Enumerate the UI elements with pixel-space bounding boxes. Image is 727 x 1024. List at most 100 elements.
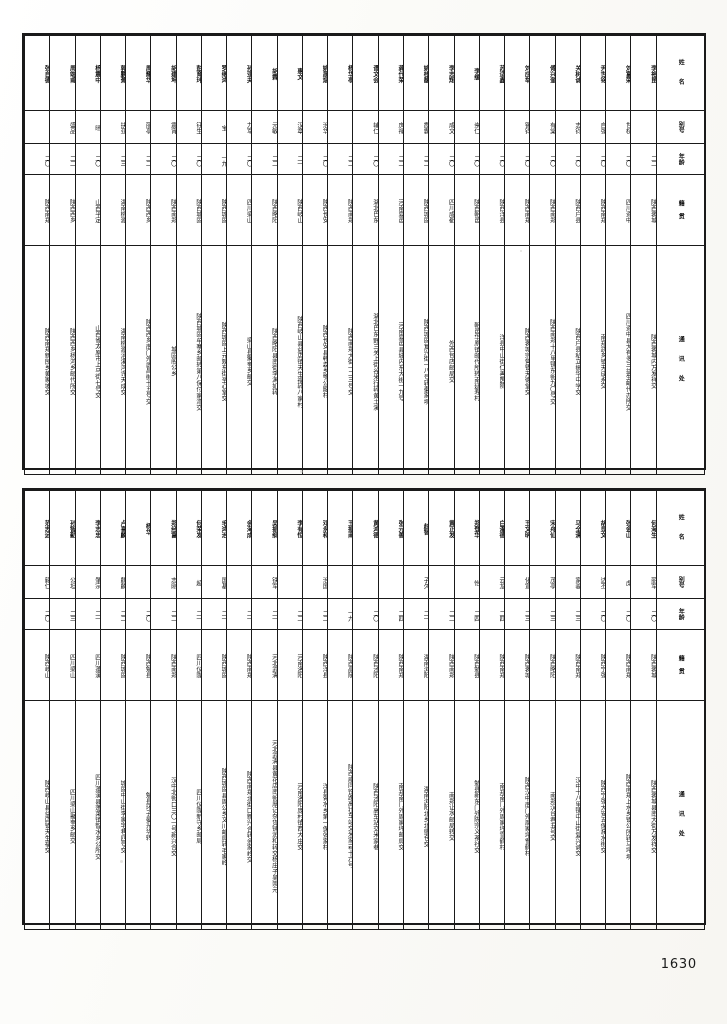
cell-text: 陕西褒城 <box>523 654 530 679</box>
cell-text: 郑登华 <box>472 520 479 539</box>
cell-text: 庆禄 <box>396 122 403 135</box>
cell-text: 陕西城固县周公乡文川邮局转毛家岭 <box>220 767 227 866</box>
cell-native: 河北武清 <box>251 629 278 701</box>
cell-text: 陕西南郑十八里铺东街九〇号交 <box>548 318 555 405</box>
column-header-text: 别号 <box>677 120 685 134</box>
cell-address: 陕西褒城宗营镇天德堂交 <box>504 245 531 475</box>
cell-name: 孙亚夫 <box>226 35 253 111</box>
cell-age: 二〇 <box>554 143 581 175</box>
cell-text: 陕西泾阳高车站交米家巷 <box>371 782 378 851</box>
cell-text: 二〇 <box>321 154 328 167</box>
cell-address: 汉中十八里铺中山街复兴诚交 <box>554 700 581 930</box>
cell-text <box>227 566 251 598</box>
cell-name: 周耀华 <box>125 35 152 111</box>
cell-text: 二二 <box>346 154 353 167</box>
cell-text: 二三 <box>68 609 75 622</box>
cell-address: 陕西城固复兴街一八号转秦家坝 <box>402 245 430 475</box>
cell-native: 陕西西乡 <box>49 174 76 246</box>
cell-text: 姚桂馥 <box>422 65 429 84</box>
cell-name: 郑经富 <box>150 490 177 566</box>
cell-text: 公坦 <box>68 577 75 590</box>
cell-text: 汉中北街口三〇一号新兴合交 <box>169 776 176 857</box>
cell-name: 张金山 <box>605 490 632 566</box>
cell-text: 汉中十八里铺中山街复兴诚交 <box>573 776 580 857</box>
cell-text: 罗继鸿 <box>220 65 227 84</box>
cell-name: 杨华亭 <box>327 35 354 111</box>
cell-address: 四川资中县大有多三益生邮代办所交 <box>605 245 632 475</box>
cell-alias <box>125 565 152 599</box>
cell-alias: 霞霸 <box>402 110 430 144</box>
cell-native: 陕西南郑 <box>478 629 506 701</box>
cell-name: 李缓 <box>453 35 480 111</box>
cell-text: 周端甫 <box>68 65 75 84</box>
cell-text: 云龙 <box>498 577 505 590</box>
cell-alias: 子久 <box>402 565 430 599</box>
cell-address: 南郑武乡镇天成永交 <box>579 245 607 475</box>
cell-age: 二〇 <box>504 143 531 175</box>
cell-text: 二〇 <box>245 154 252 167</box>
cell-age: 二〇 <box>605 598 632 630</box>
cell-native: 陕西南郑 <box>605 629 632 701</box>
cell-alias: 化宣 <box>504 565 531 599</box>
cell-address: 陕西宁强大安五保濮水街交 <box>579 700 607 930</box>
cell-text: 姚晟斌 <box>321 65 328 84</box>
cell-native: 河南洛阳 <box>276 629 303 701</box>
cell-age: 二一 <box>200 598 228 630</box>
cell-name: 苏适鑫 <box>478 35 506 111</box>
cell-address: 陕西南郑新民乡黄家坡交 <box>23 245 51 475</box>
cell-text: 二四 <box>472 609 479 622</box>
column-header-alias: 别号 <box>655 110 705 144</box>
cell-name: 马全清 <box>554 490 581 566</box>
roster-row-name: 张自德 周端甫 杨震中 郭鹏蕉 周耀华 胡建坤 彭育玮 罗继鸿 孙亚夫 胡霖 惠文 姚晟斌 杨华亭 谭文会… <box>23 35 705 111</box>
cell-text: 勉县新东门外陈宗义茶社交 <box>472 779 479 854</box>
cell-address: 外西包店邮局交 <box>428 245 455 475</box>
cell-text: 河北武清县黄花店南街厚记杂货铺润和转交杨庄子吴崇元 <box>270 740 277 893</box>
cell-text: 二一 <box>270 609 277 622</box>
cell-text: 元敏 <box>270 122 277 135</box>
cell-text: 陕西勉县 <box>144 654 151 679</box>
cell-text: 谭文会 <box>371 65 378 84</box>
cell-alias <box>327 565 354 599</box>
cell-name: 刘应举 <box>504 35 531 111</box>
cell-address: 四川梁山聚奎乡邮交 <box>49 700 76 930</box>
cell-text: 张自德 <box>43 65 50 84</box>
cell-text: 勉县环子晏光华转 <box>144 792 151 841</box>
cell-age: 二〇 <box>301 143 329 175</box>
cell-text: 陕西南郑 <box>245 654 252 679</box>
cell-name: 赵智 <box>402 490 430 566</box>
cell-alias: 治国 <box>301 565 329 599</box>
roster-row-name: 范志远 孙智勤 李志忠 卢喜麟 杨华 郑经富 何荣发 毛鸿治 余海成 吴振纲 李有恒 邓永和 王振南 黄鸿… <box>23 490 705 566</box>
cell-alias: 虎 <box>605 565 632 599</box>
cell-text: 郭鹏蕉 <box>119 65 126 84</box>
cell-text <box>278 566 302 598</box>
page-number: 1630 <box>660 957 697 972</box>
cell-text: 陕西褒城 <box>649 654 656 679</box>
cell-native: 陕西南郑 <box>226 629 253 701</box>
cell-text: 张金山 <box>624 520 631 539</box>
cell-text: 陕西城固复兴街一八号转秦家坝 <box>422 318 429 405</box>
cell-name: 罗继鸿 <box>200 35 228 111</box>
cell-text: 二二 <box>295 609 302 622</box>
cell-text: 四川梁山聚奎乡邮交 <box>68 788 75 845</box>
cell-name: 尹世铭 <box>579 35 607 111</box>
cell-text: 陕西城固 <box>194 199 201 224</box>
column-header-text: 籍 贯 <box>677 655 685 675</box>
cell-text: 梁山县聚奎乡邮交 <box>245 337 252 386</box>
roster-table-top: 张自德 周端甫 杨震中 郭鹏蕉 周耀华 胡建坤 彭育玮 罗继鸿 孙亚夫 胡霖 惠文 姚晟斌 杨华亭 谭文会… <box>22 33 706 475</box>
cell-text: 二二 <box>321 609 328 622</box>
column-header-name: 姓 名 <box>655 35 705 111</box>
cell-text: 二三 <box>573 609 580 622</box>
cell-age: 一九 <box>200 143 228 175</box>
cell-age: 二〇 <box>529 143 556 175</box>
cell-text: 河南洛阳庞村镇西大庄交 <box>295 782 302 851</box>
cell-name: 李有恒 <box>276 490 303 566</box>
cell-text: 二一 <box>220 609 227 622</box>
cell-age: 二〇 <box>175 143 202 175</box>
cell-native: 四川成都 <box>428 174 455 246</box>
cell-text: 辅仁 <box>371 122 378 135</box>
cell-age: 二二 <box>327 143 354 175</box>
cell-address: 陕西褒城内万发祥交 <box>630 245 657 475</box>
cell-text: 苏适鑫 <box>498 65 505 84</box>
cell-text: 四川蓬溪 <box>93 654 100 679</box>
cell-text <box>328 111 352 143</box>
